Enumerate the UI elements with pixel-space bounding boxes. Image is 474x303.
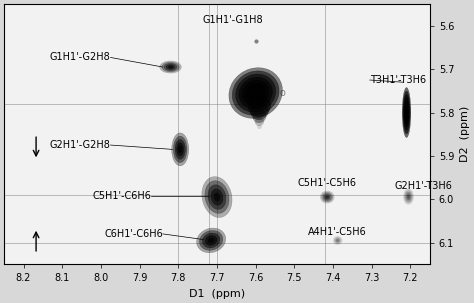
Y-axis label: D2  (ppm): D2 (ppm)	[460, 106, 470, 162]
Ellipse shape	[322, 192, 333, 202]
Ellipse shape	[403, 91, 410, 134]
Ellipse shape	[253, 110, 266, 123]
Ellipse shape	[324, 195, 330, 199]
Ellipse shape	[239, 77, 273, 109]
Ellipse shape	[160, 61, 182, 73]
Ellipse shape	[173, 136, 187, 162]
Ellipse shape	[326, 196, 328, 198]
Ellipse shape	[208, 185, 226, 209]
Ellipse shape	[166, 65, 175, 69]
Ellipse shape	[211, 189, 223, 205]
Ellipse shape	[334, 237, 341, 244]
Ellipse shape	[403, 95, 410, 130]
Text: G2H1'-T3H6: G2H1'-T3H6	[395, 181, 453, 191]
Ellipse shape	[205, 235, 217, 245]
Text: G2H1'-G2H8: G2H1'-G2H8	[50, 140, 110, 150]
Ellipse shape	[405, 192, 411, 201]
Text: C5H1'-C6H6: C5H1'-C6H6	[92, 191, 151, 201]
Ellipse shape	[335, 238, 340, 243]
Ellipse shape	[162, 62, 179, 72]
Ellipse shape	[242, 80, 269, 106]
Ellipse shape	[249, 87, 262, 99]
Ellipse shape	[232, 71, 279, 115]
Ellipse shape	[177, 143, 183, 156]
Text: T3H1'-T3H6: T3H1'-T3H6	[370, 75, 426, 85]
Ellipse shape	[202, 177, 232, 218]
Ellipse shape	[205, 181, 229, 213]
Text: G1H1'-G2H8: G1H1'-G2H8	[50, 52, 110, 62]
Ellipse shape	[248, 95, 271, 117]
Ellipse shape	[404, 190, 412, 203]
Ellipse shape	[236, 74, 276, 112]
Ellipse shape	[337, 240, 338, 241]
Ellipse shape	[175, 139, 185, 159]
Ellipse shape	[336, 239, 339, 242]
Ellipse shape	[402, 88, 411, 138]
Ellipse shape	[168, 66, 173, 68]
Ellipse shape	[214, 193, 220, 201]
Text: G1H1'-G1H8: G1H1'-G1H8	[202, 15, 263, 25]
Ellipse shape	[164, 63, 177, 71]
Ellipse shape	[202, 233, 220, 248]
Text: o: o	[280, 88, 286, 98]
Text: A4H1'-C5H6: A4H1'-C5H6	[308, 227, 367, 237]
Ellipse shape	[208, 238, 214, 243]
Text: C6H1'-C6H6: C6H1'-C6H6	[104, 229, 163, 239]
Ellipse shape	[252, 90, 259, 96]
Ellipse shape	[404, 98, 409, 127]
Ellipse shape	[403, 189, 413, 205]
X-axis label: D1  (ppm): D1 (ppm)	[189, 289, 245, 299]
Ellipse shape	[333, 236, 342, 245]
Ellipse shape	[197, 228, 226, 253]
Ellipse shape	[255, 117, 264, 126]
Ellipse shape	[407, 194, 410, 200]
Ellipse shape	[229, 68, 283, 118]
Ellipse shape	[200, 231, 223, 250]
Ellipse shape	[250, 102, 269, 120]
Ellipse shape	[172, 133, 189, 166]
Ellipse shape	[408, 195, 410, 198]
Ellipse shape	[179, 146, 182, 153]
Ellipse shape	[405, 102, 409, 123]
Ellipse shape	[246, 84, 266, 102]
Ellipse shape	[405, 105, 408, 120]
Ellipse shape	[406, 109, 407, 116]
Ellipse shape	[257, 125, 262, 129]
Ellipse shape	[323, 193, 331, 201]
Text: C5H1'-C5H6: C5H1'-C5H6	[298, 178, 357, 188]
Ellipse shape	[320, 191, 334, 203]
